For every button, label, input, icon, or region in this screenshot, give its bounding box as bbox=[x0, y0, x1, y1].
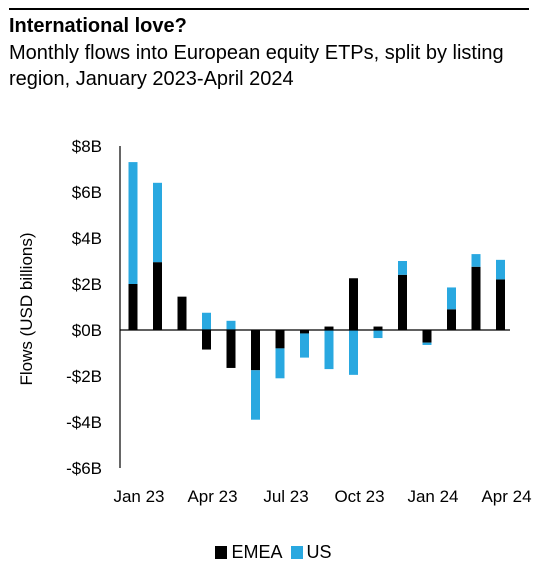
bar-emea-15 bbox=[496, 279, 505, 330]
bar-us-8 bbox=[324, 330, 334, 370]
x-tick-label: Apr 24 bbox=[481, 487, 531, 506]
legend-item-us: US bbox=[290, 541, 332, 563]
bar-emea-5 bbox=[251, 330, 260, 371]
y-tick-label: $4B bbox=[72, 229, 102, 248]
bar-us-6 bbox=[275, 348, 285, 379]
legend-label-emea: EMEA bbox=[231, 542, 283, 562]
y-tick-label: $8B bbox=[72, 137, 102, 156]
bar-emea-8 bbox=[324, 326, 334, 330]
bar-emea-14 bbox=[471, 266, 481, 330]
bar-us-5 bbox=[251, 370, 260, 420]
bar-emea-11 bbox=[398, 274, 407, 330]
labels-layer: $8B $6B $4B $2B $0B -$2B -$4B -$6B Flows (USD bi… bbox=[17, 137, 532, 506]
bar-us-12 bbox=[422, 342, 432, 345]
x-tick-label: Oct 23 bbox=[334, 487, 384, 506]
bar-emea-7 bbox=[300, 330, 309, 334]
x-tick-label: Apr 23 bbox=[187, 487, 237, 506]
y-tick-label: -$4B bbox=[66, 413, 102, 432]
legend-item-emea: EMEA bbox=[215, 541, 283, 563]
bars-layer bbox=[128, 162, 505, 420]
bar-us-9 bbox=[349, 330, 358, 375]
bar-emea-3 bbox=[202, 330, 211, 350]
bar-emea-4 bbox=[226, 330, 236, 368]
top-rule bbox=[9, 8, 529, 10]
bar-emea-10 bbox=[373, 326, 383, 330]
chart-subtitle: Monthly flows into European equity ETPs,… bbox=[9, 42, 504, 90]
bar-us-7 bbox=[300, 333, 309, 358]
x-tick-label: Jul 23 bbox=[263, 487, 308, 506]
bar-us-4 bbox=[226, 320, 236, 330]
bar-us-11 bbox=[398, 261, 407, 275]
bar-emea-1 bbox=[153, 262, 162, 330]
y-tick-label: -$2B bbox=[66, 367, 102, 386]
bar-us-1 bbox=[153, 182, 162, 263]
bar-emea-13 bbox=[447, 309, 456, 330]
bar-emea-2 bbox=[177, 296, 187, 330]
bar-emea-9 bbox=[349, 278, 358, 330]
bar-us-10 bbox=[373, 330, 383, 339]
bar-emea-6 bbox=[275, 330, 285, 349]
bar-us-14 bbox=[471, 254, 481, 267]
y-tick-label: $2B bbox=[72, 275, 102, 294]
bar-emea-0 bbox=[128, 284, 138, 330]
y-tick-label: $6B bbox=[72, 183, 102, 202]
legend-swatch-us bbox=[290, 545, 303, 559]
y-tick-label: $0B bbox=[72, 321, 102, 340]
bar-us-0 bbox=[128, 162, 138, 284]
legend: EMEA US bbox=[0, 541, 547, 563]
bar-us-13 bbox=[447, 287, 456, 310]
bar-us-15 bbox=[496, 259, 505, 280]
axis-layer bbox=[119, 146, 510, 468]
chart-title: International love? bbox=[9, 15, 187, 37]
legend-swatch-emea bbox=[215, 545, 228, 559]
bar-us-3 bbox=[202, 312, 211, 330]
x-tick-label: Jan 23 bbox=[113, 487, 164, 506]
bar-emea-12 bbox=[422, 330, 432, 343]
legend-label-us: US bbox=[306, 542, 332, 562]
y-tick-label: -$6B bbox=[66, 459, 102, 478]
x-tick-label: Jan 24 bbox=[407, 487, 458, 506]
y-axis-title: Flows (USD billions) bbox=[17, 232, 36, 385]
